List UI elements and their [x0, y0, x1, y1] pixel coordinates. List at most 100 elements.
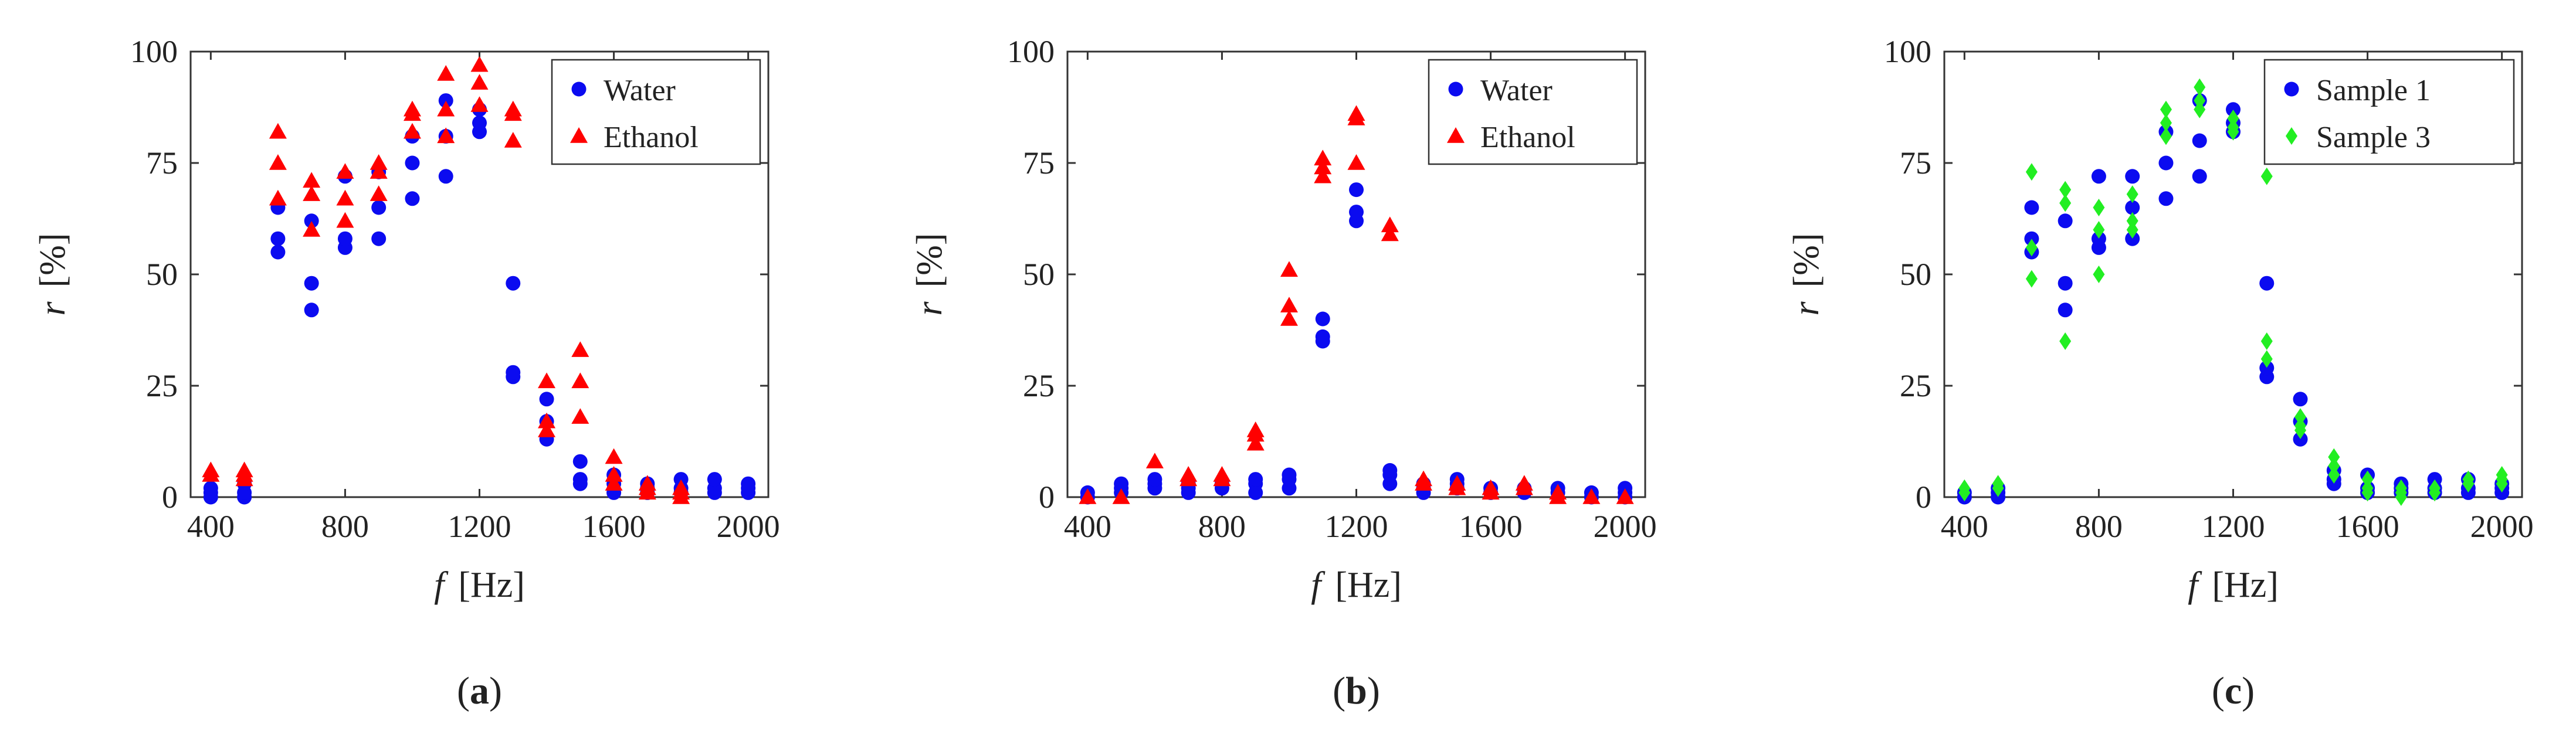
data-point-circle [304, 276, 319, 291]
data-point-diamond [2160, 100, 2172, 118]
data-point-circle [405, 191, 420, 206]
data-point-triangle [403, 123, 421, 139]
data-point-circle [371, 231, 387, 246]
data-point-circle [1315, 311, 1330, 327]
data-point-triangle [538, 412, 556, 429]
data-point-circle [304, 302, 319, 318]
data-point-diamond [1958, 479, 1971, 497]
data-point-diamond [2025, 270, 2038, 288]
legend: Sample 1 Sample 3 [2263, 59, 2515, 165]
data-point-circle [2158, 191, 2174, 206]
data-point-triangle [1415, 470, 1433, 487]
data-point-diamond [2260, 350, 2273, 368]
data-point-circle [1349, 182, 1364, 198]
data-point-triangle [1616, 488, 1634, 504]
y-tick-label: 50 [1023, 257, 1055, 292]
caption-close: ) [1367, 669, 1380, 712]
data-point-triangle [538, 422, 556, 437]
data-point-triangle [1515, 475, 1533, 491]
y-tick-label: 25 [1900, 368, 1931, 403]
legend-label: Ethanol [1480, 121, 1575, 154]
x-tick-label: 800 [2075, 509, 2123, 544]
y-tick-label: 100 [1007, 34, 1055, 69]
y-axis-unit: [%] [1787, 233, 1826, 287]
x-tick-label: 1200 [2202, 509, 2265, 544]
data-point-triangle [269, 189, 287, 206]
data-point-triangle [303, 221, 321, 237]
legend-box [551, 59, 761, 165]
data-point-triangle [605, 475, 623, 491]
caption-open: ( [2212, 669, 2225, 712]
y-tick-label: 50 [146, 257, 178, 292]
x-tick-label: 2000 [1594, 509, 1657, 544]
y-axis-unit: [%] [33, 233, 73, 287]
data-point-triangle [1314, 167, 1332, 183]
data-point-diamond [2059, 181, 2072, 199]
data-point-diamond [2227, 110, 2239, 127]
data-point-circle [270, 244, 286, 260]
y-tick-label: 100 [1884, 34, 1931, 69]
data-point-circle [2091, 231, 2106, 246]
x-axis-symbol: f [1311, 565, 1326, 605]
x-axis-unit: [Hz] [2212, 565, 2279, 605]
data-point-circle [438, 93, 453, 108]
caption-open: ( [457, 669, 470, 712]
data-point-circle [2058, 213, 2073, 229]
data-point-triangle [571, 408, 589, 424]
y-tick-label: 0 [162, 480, 178, 515]
x-tick-label: 2000 [717, 509, 780, 544]
legend-label: Sample 3 [2316, 121, 2431, 154]
data-point-circle [2259, 361, 2275, 376]
data-point-circle [405, 155, 420, 171]
data-point-triangle [269, 154, 287, 170]
y-axis-label: r [%] [1787, 233, 1826, 315]
x-tick-label: 2000 [2470, 509, 2534, 544]
data-point-circle [2158, 155, 2174, 171]
series-sample-3 [1958, 78, 2508, 506]
legend-marker-circle [1448, 81, 1463, 97]
data-point-circle [270, 231, 286, 246]
data-point-triangle [1179, 466, 1198, 482]
y-tick-label: 0 [1916, 480, 1931, 515]
data-point-diamond [2294, 417, 2307, 435]
legend-label: Ethanol [604, 121, 699, 154]
data-point-triangle [370, 163, 388, 179]
x-tick-label: 1600 [1459, 509, 1523, 544]
data-point-diamond [2093, 266, 2105, 283]
data-point-triangle [470, 96, 489, 112]
data-point-diamond [2328, 466, 2340, 484]
data-point-circle [1282, 467, 1297, 482]
data-point-diamond [2361, 479, 2374, 497]
data-point-triangle [1112, 488, 1130, 504]
data-point-triangle [336, 189, 354, 206]
data-point-diamond [2260, 167, 2273, 185]
series-water [1080, 182, 1633, 505]
data-point-triangle [437, 100, 455, 117]
data-point-circle [2024, 200, 2039, 215]
data-point-circle [371, 200, 387, 215]
legend-label: Water [1480, 74, 1553, 107]
data-point-circle [1147, 472, 1162, 487]
data-point-circle [1382, 463, 1398, 478]
data-point-triangle [202, 461, 220, 478]
data-point-triangle [1381, 225, 1399, 242]
data-point-triangle [1582, 488, 1601, 504]
data-point-triangle [1549, 484, 1567, 500]
data-point-circle [741, 476, 756, 491]
caption-close: ) [489, 669, 502, 712]
data-point-circle [1349, 205, 1364, 220]
data-point-triangle [1448, 475, 1466, 491]
chart-panel-b: 400 800 1200 1600 2000 0 25 50 75 100 f [Hz] r [%] Wat… [910, 34, 1657, 712]
data-point-circle [2125, 200, 2140, 215]
legend-marker-circle [571, 81, 587, 97]
data-point-triangle [605, 466, 623, 482]
y-axis-symbol: r [1787, 301, 1826, 316]
x-axis-symbol: f [434, 565, 449, 605]
legend-marker-triangle [570, 127, 588, 143]
data-point-circle [2024, 231, 2039, 246]
data-point-diamond [2093, 199, 2105, 216]
data-point-circle [2192, 169, 2207, 184]
data-point-circle [2259, 276, 2275, 291]
data-point-circle [2125, 231, 2140, 246]
y-tick-label: 75 [1023, 145, 1055, 181]
